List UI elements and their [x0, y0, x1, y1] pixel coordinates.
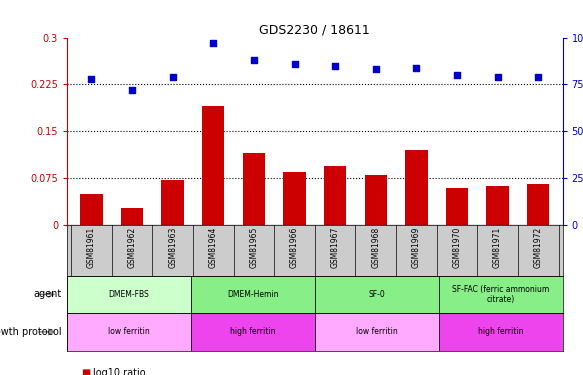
Bar: [283, 172, 305, 225]
Bar: [161, 180, 184, 225]
Point: [452, 72, 462, 78]
Bar: [439, 313, 563, 351]
Bar: [80, 194, 103, 225]
Text: GSM81964: GSM81964: [209, 227, 218, 268]
Text: GSM81972: GSM81972: [533, 227, 543, 268]
Text: GSM81967: GSM81967: [331, 227, 340, 268]
Text: GSM81965: GSM81965: [250, 227, 258, 268]
Bar: [446, 188, 468, 225]
Bar: [315, 313, 438, 351]
Bar: [527, 184, 549, 225]
Bar: [364, 175, 387, 225]
Point: [127, 87, 136, 93]
Text: DMEM-Hemin: DMEM-Hemin: [227, 290, 279, 299]
Bar: [202, 106, 224, 225]
Point: [533, 74, 543, 80]
Point: [493, 74, 503, 80]
Point: [412, 64, 421, 70]
Point: [371, 66, 381, 72]
Text: GSM81971: GSM81971: [493, 227, 502, 268]
Text: GSM81961: GSM81961: [87, 227, 96, 268]
Point: [209, 40, 218, 46]
Point: [87, 76, 96, 82]
Text: GSM81968: GSM81968: [371, 227, 380, 268]
Bar: [191, 313, 315, 351]
Title: GDS2230 / 18611: GDS2230 / 18611: [259, 23, 370, 36]
Text: low ferritin: low ferritin: [356, 327, 398, 336]
Text: low ferritin: low ferritin: [108, 327, 150, 336]
Bar: [67, 313, 191, 351]
Text: GSM81970: GSM81970: [452, 227, 462, 268]
Bar: [315, 276, 438, 313]
Text: GSM81966: GSM81966: [290, 227, 299, 268]
Bar: [439, 276, 563, 313]
Text: high ferritin: high ferritin: [230, 327, 276, 336]
Text: GSM81962: GSM81962: [128, 227, 136, 268]
Text: high ferritin: high ferritin: [478, 327, 524, 336]
Bar: [486, 186, 509, 225]
Text: log10 ratio: log10 ratio: [93, 368, 146, 375]
Bar: [121, 207, 143, 225]
Text: GSM81963: GSM81963: [168, 227, 177, 268]
Bar: [405, 150, 427, 225]
Text: GSM81969: GSM81969: [412, 227, 421, 268]
Text: growth protocol: growth protocol: [0, 327, 61, 337]
Bar: [324, 166, 346, 225]
Point: [168, 74, 177, 80]
Bar: [191, 276, 315, 313]
Text: SF-0: SF-0: [368, 290, 385, 299]
Bar: [67, 276, 191, 313]
Bar: [243, 153, 265, 225]
Text: agent: agent: [33, 290, 61, 299]
Point: [290, 61, 299, 67]
Text: ■: ■: [82, 368, 91, 375]
Text: DMEM-FBS: DMEM-FBS: [108, 290, 149, 299]
Point: [249, 57, 258, 63]
Text: SF-FAC (ferric ammonium
citrate): SF-FAC (ferric ammonium citrate): [452, 285, 549, 304]
Point: [331, 63, 340, 69]
